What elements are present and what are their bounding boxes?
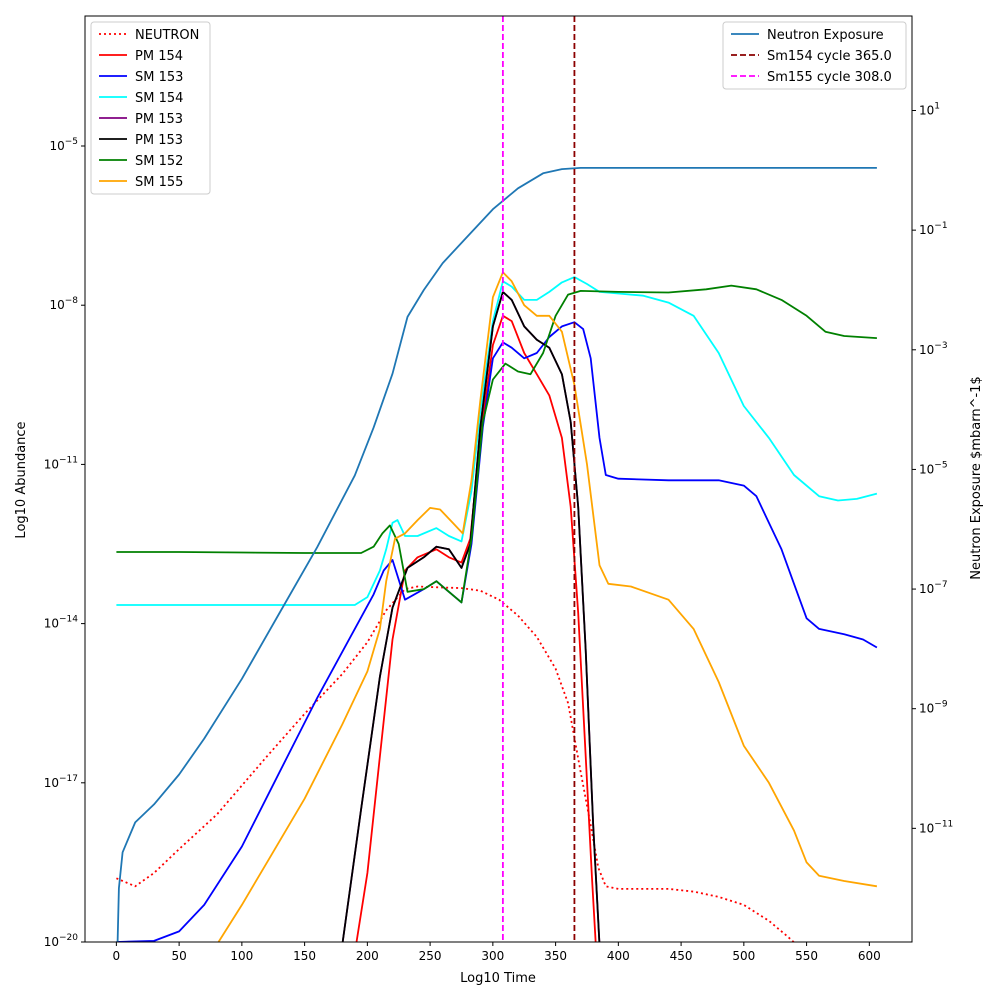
y2-tick-label: 10−5	[919, 460, 948, 476]
vline-layer	[501, 16, 576, 942]
legend-label-pm-153-4: PM 153	[135, 112, 183, 127]
legend-label-neutron-exposure-0: Neutron Exposure	[767, 28, 884, 43]
legend-left-frame	[90, 21, 211, 195]
x-axis-label: Log10 Time	[460, 971, 536, 986]
series-line-sm-155-7	[217, 271, 878, 942]
legend-label-sm-154-3: SM 154	[135, 91, 183, 106]
legend-label-sm154-cycle-365-0-1: Sm154 cycle 365.0	[767, 49, 892, 64]
y-tick-label: 10−17	[44, 774, 78, 790]
y2-axis-ticks: 10−11 10−9 10−7 10−5 10−3 10−1 101	[912, 102, 953, 835]
y2-tick-label: 10−1	[919, 221, 948, 237]
y-tick-label: 10−14	[44, 615, 79, 631]
x-tick-label: 350	[544, 949, 567, 963]
x-tick-label: 450	[670, 949, 693, 963]
plot-frame	[84, 15, 913, 943]
series-line-sm-153-2	[116, 321, 878, 942]
legend-left: NEUTRON PM 154 SM 153 SM 154 PM 153 PM 153 SM …	[90, 21, 211, 195]
series-line-neutron-0	[116, 585, 795, 942]
series-layer	[116, 167, 878, 942]
legend-label-pm-154-1: PM 154	[135, 49, 183, 64]
x-tick-label: 550	[795, 949, 818, 963]
legend-label-sm-152-6: SM 152	[135, 154, 183, 169]
y-tick-label: 10−8	[49, 296, 78, 312]
x-tick-label: 0	[113, 949, 121, 963]
x-tick-label: 600	[858, 949, 881, 963]
legend-label-pm-153-5: PM 153	[135, 133, 183, 148]
series-line-pm-154-1	[355, 314, 597, 942]
y-axis-label: Log10 Abundance	[14, 421, 29, 538]
series-line-neutron-exposure-8	[116, 167, 877, 942]
legend-right: Neutron Exposure Sm154 cycle 365.0 Sm155 c…	[722, 21, 907, 90]
y-axis-ticks: 10−20 10−17 10−14 10−11 10−8 10−5	[44, 137, 85, 949]
series-line-sm-152-6	[116, 284, 877, 604]
series-line-pm-153-5	[341, 291, 601, 942]
x-tick-label: 50	[171, 949, 186, 963]
y-tick-label: 10−11	[44, 455, 78, 471]
y2-tick-label: 10−11	[919, 819, 953, 835]
x-tick-label: 400	[607, 949, 630, 963]
x-axis-ticks: 0 50 100 150 200 250 300 350 400 450 500 550 600	[113, 942, 881, 963]
legend-label-sm-153-2: SM 153	[135, 70, 183, 85]
y2-axis-label: Neutron Exposure $mbarn^-1$	[969, 376, 984, 579]
y-tick-label: 10−20	[44, 933, 79, 949]
y2-tick-label: 10−3	[919, 341, 948, 357]
y2-tick-label: 101	[919, 102, 940, 118]
series-line-sm-154-3	[116, 276, 878, 606]
y2-tick-label: 10−9	[919, 700, 948, 716]
x-tick-label: 150	[293, 949, 316, 963]
x-tick-label: 500	[732, 949, 755, 963]
x-tick-label: 250	[419, 949, 442, 963]
legend-label-sm155-cycle-308-0-2: Sm155 cycle 308.0	[767, 70, 892, 85]
legend-right-frame	[722, 21, 907, 90]
x-tick-label: 100	[230, 949, 253, 963]
plot-background	[85, 16, 912, 942]
x-tick-label: 200	[356, 949, 379, 963]
y-tick-label: 10−5	[49, 137, 78, 153]
legend-label-sm-155-7: SM 155	[135, 175, 183, 190]
legend-label-neutron-0: NEUTRON	[135, 28, 199, 43]
y2-tick-label: 10−7	[919, 580, 948, 596]
x-tick-label: 300	[481, 949, 504, 963]
